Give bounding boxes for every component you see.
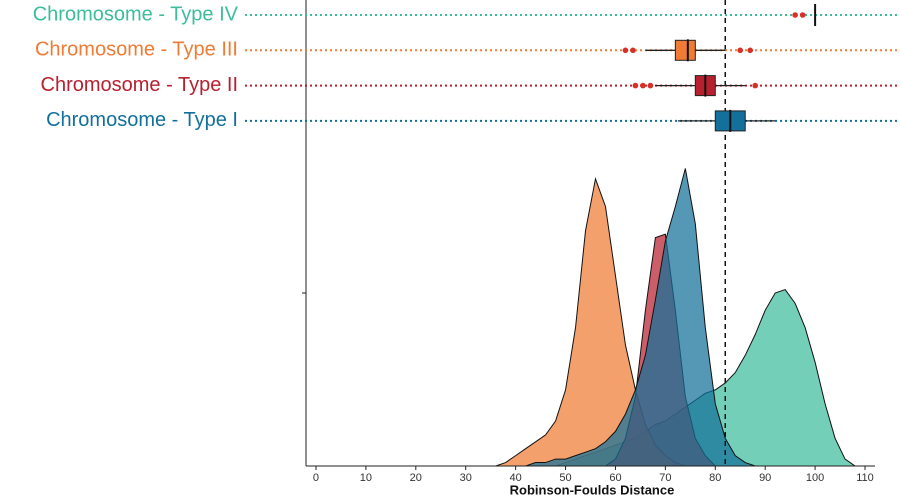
outlier (632, 82, 639, 89)
outlier (747, 47, 754, 54)
outlier (799, 12, 806, 18)
x-tick-label: 0 (313, 472, 319, 484)
x-tick-label: 50 (559, 472, 571, 484)
x-tick-label: 90 (759, 472, 771, 484)
x-tick-label: 100 (806, 472, 824, 484)
box (674, 39, 696, 61)
x-tick-label: 60 (609, 472, 621, 484)
x-tick-label: 70 (659, 472, 671, 484)
outlier (792, 12, 798, 18)
x-tick-label: 110 (856, 472, 874, 484)
row-label: Chromosome - Type IV (33, 3, 239, 25)
x-tick-label: 40 (510, 472, 522, 484)
x-tick-label: 10 (360, 472, 372, 484)
outlier (640, 82, 646, 89)
outlier (630, 47, 636, 54)
outlier (622, 47, 629, 54)
x-axis-label: Robinson-Foulds Distance (510, 482, 675, 497)
density-layer (495, 168, 857, 467)
outlier (647, 82, 654, 89)
x-tick-label: 30 (460, 472, 472, 484)
x-tick-label: 80 (709, 472, 721, 484)
x-tick-label: 20 (410, 472, 422, 484)
row-label: Chromosome - Type II (41, 74, 238, 96)
outlier (752, 82, 759, 89)
outlier (737, 47, 744, 54)
box-layer: 0 10 20 30 40 50 60 70 80 90 100 110 Chromosome - Ty… (33, 0, 900, 484)
row-label: Chromosome - Type III (35, 39, 238, 61)
row-label: Chromosome - Type I (46, 109, 238, 131)
